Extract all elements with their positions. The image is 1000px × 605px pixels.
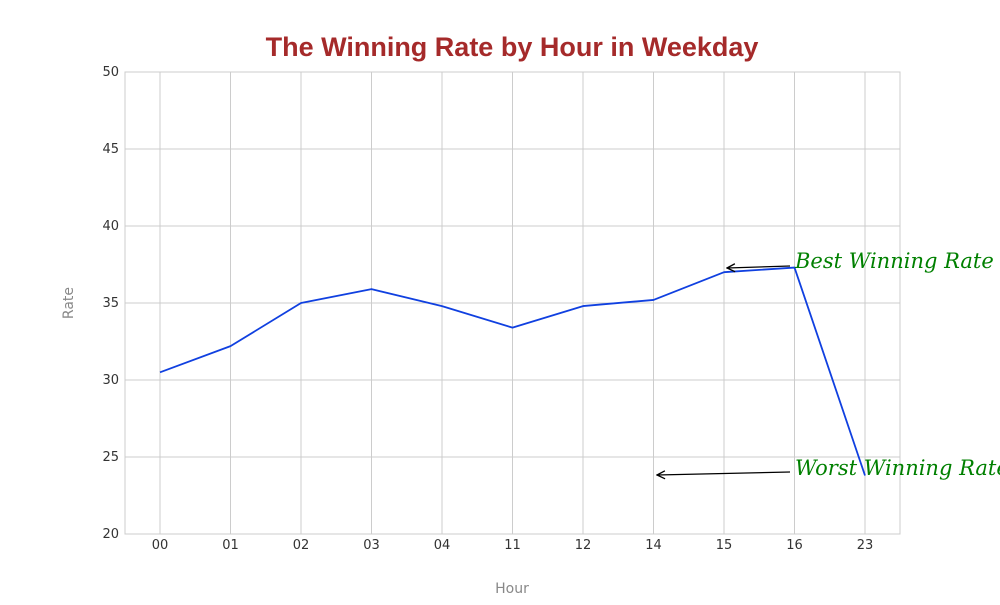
y-tick-label: 35	[102, 296, 119, 311]
y-tick-label: 45	[102, 142, 119, 157]
x-tick-label: 04	[434, 538, 451, 553]
y-axis-ticks: 20 25 30 35 40 45 50	[102, 65, 119, 542]
y-tick-label: 20	[102, 527, 119, 542]
x-tick-label: 16	[786, 538, 803, 553]
x-tick-label: 00	[152, 538, 169, 553]
x-tick-label: 12	[575, 538, 592, 553]
x-tick-label: 23	[857, 538, 874, 553]
chart-title: The Winning Rate by Hour in Weekday	[266, 32, 759, 62]
x-tick-label: 15	[716, 538, 733, 553]
y-axis-label: Rate	[61, 287, 77, 319]
annotations: Best Winning Rate Worst Winning Rate	[657, 249, 1000, 480]
x-axis-ticks: 00 01 02 03 04 11 12 14 15 16 23	[152, 538, 874, 553]
x-tick-label: 01	[222, 538, 239, 553]
y-tick-label: 25	[102, 450, 119, 465]
x-axis-label: Hour	[495, 581, 529, 597]
x-tick-label: 11	[504, 538, 521, 553]
annotation-text: Worst Winning Rate	[795, 456, 1000, 480]
grid	[125, 72, 900, 534]
y-tick-label: 30	[102, 373, 119, 388]
x-tick-label: 14	[645, 538, 662, 553]
y-tick-label: 50	[102, 65, 119, 80]
x-tick-label: 03	[363, 538, 380, 553]
y-tick-label: 40	[102, 219, 119, 234]
x-tick-label: 02	[293, 538, 310, 553]
annotation-text: Best Winning Rate	[794, 249, 994, 273]
